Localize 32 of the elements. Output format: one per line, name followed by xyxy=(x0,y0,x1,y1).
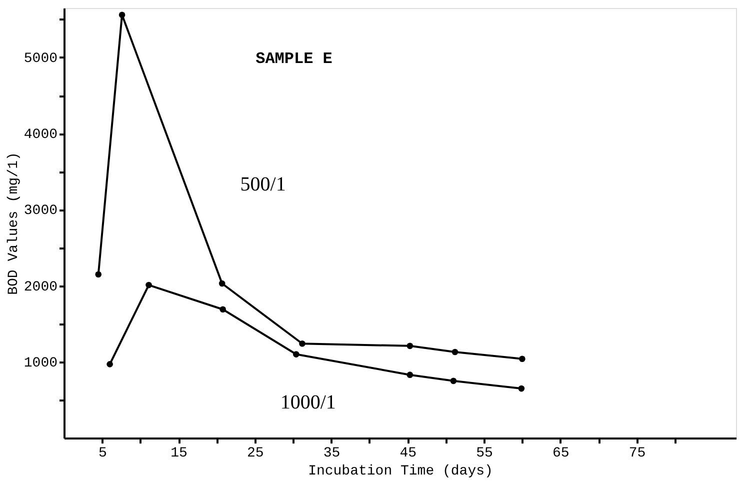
point xyxy=(292,351,300,358)
point xyxy=(452,348,458,356)
text: SAMPLE E xyxy=(256,50,332,68)
y-tick-label: 3000 xyxy=(24,203,58,220)
x-tick-label: 35 xyxy=(323,446,340,462)
point xyxy=(106,361,113,368)
x-axis-title: Incubation Time (days) xyxy=(308,464,493,480)
point xyxy=(299,340,306,347)
point xyxy=(218,280,226,287)
point xyxy=(118,12,126,18)
series-label: 1000/1 xyxy=(280,391,336,414)
y-tick-label: 5000 xyxy=(24,50,58,67)
x-tick-label: 45 xyxy=(400,446,417,462)
y-axis-title: BOD Values (mg/1) xyxy=(6,152,22,295)
point xyxy=(95,271,102,278)
point xyxy=(406,372,414,378)
point xyxy=(220,306,226,313)
x-tick-label: 65 xyxy=(552,446,570,462)
text: 500/1 xyxy=(240,174,286,196)
point xyxy=(518,385,525,392)
y-tick-label: 1000 xyxy=(24,355,58,372)
point xyxy=(406,342,414,350)
point xyxy=(519,356,526,362)
point xyxy=(450,378,457,384)
x-tick-label: 75 xyxy=(628,446,646,462)
x-tick-label: 15 xyxy=(170,446,188,462)
y-tick-label: 4000 xyxy=(24,127,58,144)
y-tick-label: 2000 xyxy=(24,279,58,296)
x-tick-label: 25 xyxy=(247,446,264,462)
point xyxy=(146,282,152,288)
x-tick-label: 55 xyxy=(476,446,493,462)
x-tick-label: 5 xyxy=(98,446,107,462)
